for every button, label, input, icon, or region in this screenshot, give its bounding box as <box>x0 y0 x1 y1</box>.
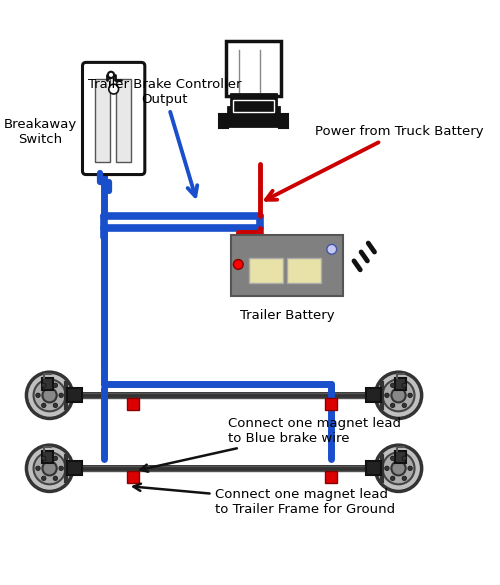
Circle shape <box>376 372 422 418</box>
Bar <box>249 258 283 283</box>
Circle shape <box>402 383 406 387</box>
Bar <box>68 461 82 476</box>
Circle shape <box>390 383 395 387</box>
Bar <box>231 94 276 111</box>
Circle shape <box>390 456 395 460</box>
Text: Breakaway
Switch: Breakaway Switch <box>4 118 78 146</box>
Text: Trailer Brake Controller
Output: Trailer Brake Controller Output <box>88 78 241 196</box>
Bar <box>324 471 337 483</box>
Bar <box>279 114 288 128</box>
Circle shape <box>26 372 72 418</box>
Bar <box>366 388 380 402</box>
Bar <box>95 80 110 162</box>
Circle shape <box>376 445 422 491</box>
Circle shape <box>402 476 406 480</box>
Circle shape <box>402 403 406 408</box>
Circle shape <box>42 461 56 476</box>
Circle shape <box>42 456 46 460</box>
Text: Connect one magnet lead
to Trailer Frame for Ground: Connect one magnet lead to Trailer Frame… <box>134 484 396 516</box>
Circle shape <box>392 388 406 402</box>
Circle shape <box>327 245 336 254</box>
Circle shape <box>34 379 66 411</box>
Circle shape <box>382 379 414 411</box>
Bar <box>116 80 132 162</box>
Circle shape <box>53 456 58 460</box>
Bar <box>226 41 281 96</box>
Circle shape <box>53 476 58 480</box>
Circle shape <box>34 452 66 484</box>
Bar <box>287 258 321 283</box>
Bar <box>218 114 228 128</box>
Bar <box>228 107 279 126</box>
Bar <box>395 450 406 463</box>
Bar <box>42 450 53 463</box>
Circle shape <box>408 393 412 398</box>
Circle shape <box>234 260 243 269</box>
Circle shape <box>53 383 58 387</box>
Text: Connect one magnet lead
to Blue brake wire: Connect one magnet lead to Blue brake wi… <box>140 417 402 472</box>
Circle shape <box>408 466 412 470</box>
Circle shape <box>390 476 395 480</box>
Bar <box>127 398 140 411</box>
Circle shape <box>53 403 58 408</box>
Circle shape <box>59 466 64 470</box>
Circle shape <box>382 452 414 484</box>
Circle shape <box>42 403 46 408</box>
Circle shape <box>392 461 406 476</box>
FancyBboxPatch shape <box>82 63 145 174</box>
Circle shape <box>26 445 72 491</box>
Circle shape <box>42 476 46 480</box>
Bar <box>127 471 140 483</box>
Circle shape <box>36 393 40 398</box>
Circle shape <box>42 388 56 402</box>
Bar <box>233 100 274 112</box>
Text: Trailer Battery: Trailer Battery <box>240 309 334 322</box>
Bar <box>42 377 53 390</box>
Text: Power from Truck Battery: Power from Truck Battery <box>266 125 484 200</box>
Circle shape <box>108 72 114 78</box>
Circle shape <box>109 84 118 94</box>
Bar <box>324 398 337 411</box>
Bar <box>231 235 344 295</box>
Circle shape <box>384 466 389 470</box>
Circle shape <box>59 393 64 398</box>
Circle shape <box>42 383 46 387</box>
Circle shape <box>402 456 406 460</box>
Bar <box>395 377 406 390</box>
Bar <box>68 388 82 402</box>
Bar <box>366 461 380 476</box>
Circle shape <box>384 393 389 398</box>
Circle shape <box>390 403 395 408</box>
Circle shape <box>36 466 40 470</box>
